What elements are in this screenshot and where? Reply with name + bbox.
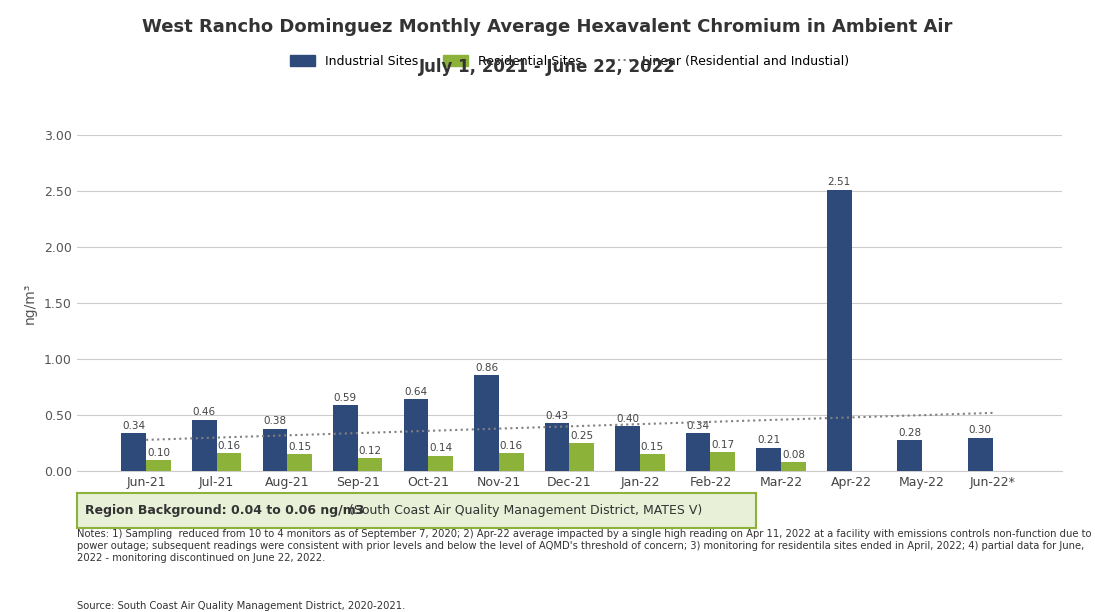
Text: 0.86: 0.86 <box>475 362 498 373</box>
Text: 0.46: 0.46 <box>193 408 216 417</box>
Text: 0.34: 0.34 <box>123 421 146 431</box>
Text: 0.25: 0.25 <box>570 431 593 441</box>
Text: Notes: 1) Sampling  reduced from 10 to 4 monitors as of September 7, 2020; 2) Ap: Notes: 1) Sampling reduced from 10 to 4 … <box>77 529 1091 562</box>
Y-axis label: ng/m³: ng/m³ <box>23 282 37 324</box>
Bar <box>615 427 639 471</box>
Text: Source: South Coast Air Quality Management District, 2020-2021.: Source: South Coast Air Quality Manageme… <box>77 601 405 611</box>
Bar <box>499 453 523 471</box>
Bar <box>404 400 428 471</box>
Text: 0.10: 0.10 <box>147 448 170 458</box>
Text: 0.15: 0.15 <box>288 442 311 452</box>
Text: (South Coast Air Quality Management District, MATES V): (South Coast Air Quality Management Dist… <box>345 504 702 517</box>
Text: 0.38: 0.38 <box>263 416 287 427</box>
Text: 0.17: 0.17 <box>712 440 735 450</box>
Text: West Rancho Dominguez Monthly Average Hexavalent Chromium in Ambient Air: West Rancho Dominguez Monthly Average He… <box>142 18 953 36</box>
Text: 0.64: 0.64 <box>404 387 427 397</box>
Bar <box>146 460 171 471</box>
Text: 0.14: 0.14 <box>429 443 452 453</box>
Bar <box>358 458 382 471</box>
Bar <box>639 454 665 471</box>
Bar <box>781 462 806 471</box>
Bar <box>569 443 595 471</box>
Bar <box>474 375 499 471</box>
Text: 0.16: 0.16 <box>218 441 241 451</box>
Bar <box>333 405 358 471</box>
Bar <box>287 454 312 471</box>
Bar <box>122 433 146 471</box>
Text: 0.28: 0.28 <box>898 428 921 438</box>
Bar <box>217 453 241 471</box>
Text: 0.21: 0.21 <box>757 435 781 446</box>
Text: 0.08: 0.08 <box>782 450 805 460</box>
Text: Region Background: 0.04 to 0.06 ng/m3: Region Background: 0.04 to 0.06 ng/m3 <box>84 504 365 517</box>
Text: 0.59: 0.59 <box>334 393 357 403</box>
Text: 0.34: 0.34 <box>687 421 710 431</box>
Bar <box>428 455 453 471</box>
Text: 0.12: 0.12 <box>358 446 382 455</box>
Bar <box>192 420 217 471</box>
Bar <box>263 428 287 471</box>
Bar <box>685 433 711 471</box>
Bar <box>898 440 922 471</box>
Bar <box>544 423 569 471</box>
Text: 0.43: 0.43 <box>545 411 568 421</box>
Text: 2.51: 2.51 <box>828 177 851 187</box>
Text: July 1, 2021 - June 22, 2022: July 1, 2021 - June 22, 2022 <box>419 58 676 76</box>
Bar <box>757 447 781 471</box>
Text: 0.40: 0.40 <box>616 414 639 424</box>
Text: 0.15: 0.15 <box>641 442 664 452</box>
Text: 0.16: 0.16 <box>499 441 522 451</box>
Bar <box>711 452 735 471</box>
Bar <box>968 438 993 471</box>
Text: 0.30: 0.30 <box>969 425 992 435</box>
Legend: Industrial Sites, Residential Sites, Linear (Residential and Industial): Industrial Sites, Residential Sites, Lin… <box>285 50 854 73</box>
Bar <box>827 190 852 471</box>
